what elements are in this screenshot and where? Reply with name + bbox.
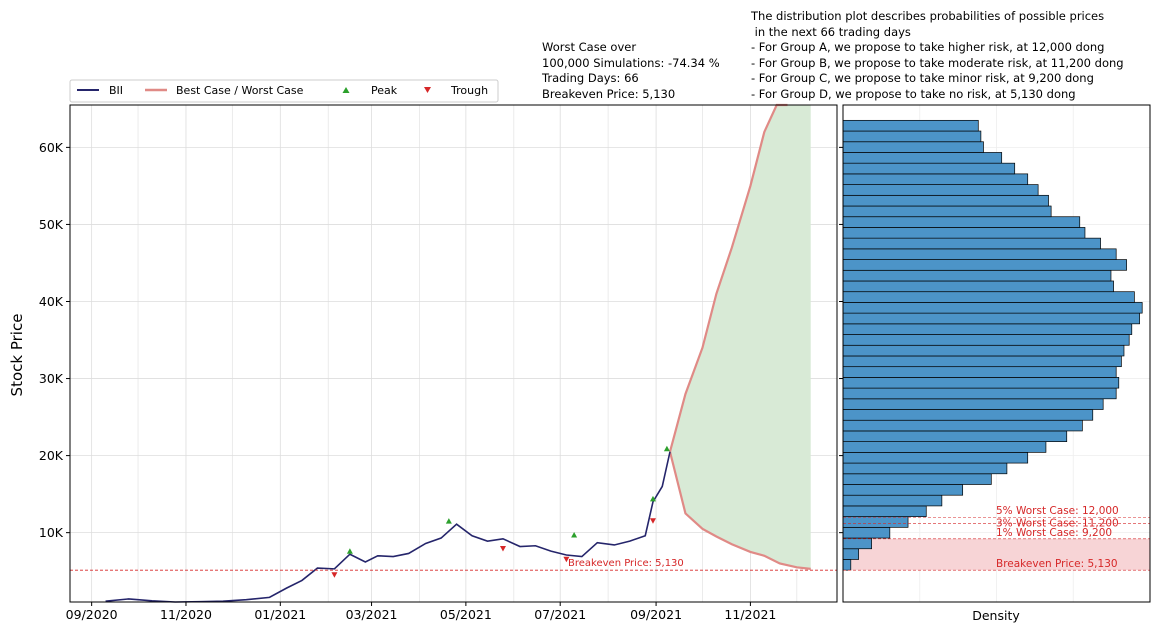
distribution-x-label: Density	[972, 608, 1020, 623]
threshold-label: Breakeven Price: 5,130	[996, 558, 1118, 570]
distribution-bar	[842, 548, 859, 560]
distribution-bar	[842, 387, 1117, 400]
trough-marker	[649, 518, 656, 524]
distribution-bars	[842, 119, 1143, 571]
x-tick-label: 09/2021	[630, 607, 682, 622]
distribution-bar	[842, 537, 872, 550]
y-axis-label: Stock Price	[8, 314, 26, 397]
distribution-bar	[842, 441, 1047, 453]
y-tick-label: 40K	[39, 294, 64, 309]
distribution-bar	[842, 130, 982, 143]
distribution-bar	[842, 430, 1068, 443]
distribution-bar	[842, 312, 1140, 325]
distribution-bar	[842, 377, 1120, 389]
distribution-bar	[842, 205, 1052, 218]
main-plot-frame	[69, 104, 838, 603]
worst-case-line	[668, 451, 811, 570]
distribution-bar	[842, 280, 1114, 293]
distribution-y-ticks	[839, 146, 843, 534]
y-tick-label: 10K	[39, 525, 64, 540]
distribution-bar	[842, 152, 1003, 164]
distribution-bar	[842, 366, 1117, 378]
peak-marker	[346, 548, 353, 554]
threshold-label: 5% Worst Case: 12,000	[996, 505, 1119, 517]
x-tick-label: 05/2021	[440, 607, 492, 622]
x-tick-label: 07/2021	[534, 607, 586, 622]
distribution-bar	[842, 462, 1008, 475]
peak-marker	[445, 518, 452, 524]
peak-trough-markers	[331, 445, 670, 578]
distribution-bar	[842, 162, 1016, 175]
x-tick-label: 09/2020	[66, 607, 118, 622]
distribution-bar	[842, 227, 1086, 239]
distribution-bar	[842, 409, 1094, 421]
legend: BII Best Case / Worst Case Peak Trough	[69, 79, 499, 103]
distribution-bar	[842, 419, 1083, 432]
distribution-bar	[842, 119, 979, 132]
trough-marker	[499, 546, 506, 552]
y-axis-ticks: 10K 20K 30K 40K 50K 60K	[39, 140, 70, 540]
distribution-bar	[842, 559, 852, 571]
distribution-bar	[842, 398, 1104, 410]
trough-marker	[331, 572, 338, 578]
legend-peak-marker	[342, 87, 350, 93]
x-tick-label: 11/2021	[724, 607, 776, 622]
distribution-bar	[842, 291, 1135, 303]
distribution-bar	[842, 269, 1112, 282]
distribution-bar	[842, 237, 1101, 250]
legend-peak-label: Peak	[371, 84, 398, 97]
simulation-range-fill	[669, 105, 811, 569]
peak-marker	[649, 495, 656, 502]
best-case-line	[668, 103, 788, 453]
distribution-bar	[842, 526, 891, 539]
threshold-label: 1% Worst Case: 9,200	[996, 527, 1112, 539]
distribution-bar	[842, 302, 1143, 314]
distribution-bar	[842, 173, 1029, 185]
distribution-bar	[842, 473, 992, 485]
distribution-bar	[842, 334, 1130, 346]
legend-box	[69, 79, 499, 103]
peak-marker	[571, 532, 578, 538]
y-tick-label: 50K	[39, 217, 64, 232]
distribution-bar	[842, 323, 1133, 335]
distribution-bar	[842, 344, 1125, 357]
distribution-bar	[842, 452, 1029, 464]
legend-bii-label: BII	[109, 84, 123, 97]
risk-band	[843, 538, 1150, 571]
x-tick-label: 11/2020	[160, 607, 212, 622]
x-tick-label: 01/2021	[254, 607, 306, 622]
legend-bounds-label: Best Case / Worst Case	[176, 84, 304, 97]
distribution-bar	[842, 141, 984, 153]
price-plot: Breakeven Price: 5,130 09/2020 11/2020 01/…	[8, 103, 838, 622]
distribution-bar	[842, 494, 943, 507]
best-worst-case-lines	[668, 103, 811, 570]
distribution-bar	[842, 248, 1117, 260]
distribution-bar	[842, 259, 1127, 271]
peak-marker	[663, 445, 670, 452]
distribution-bar	[842, 355, 1122, 368]
distribution-bar	[842, 184, 1039, 196]
distribution-bar	[842, 484, 964, 496]
legend-trough-label: Trough	[450, 84, 488, 97]
y-tick-label: 60K	[39, 140, 64, 155]
distribution-frame	[842, 104, 1151, 603]
distribution-bar	[842, 505, 927, 517]
distribution-bar	[842, 194, 1049, 207]
distribution-annotation: The distribution plot describes probabil…	[751, 9, 1124, 101]
worst-case-annotation: Worst Case over 100,000 Simulations: -74…	[542, 40, 720, 101]
y-tick-label: 30K	[39, 371, 64, 386]
trough-marker	[563, 556, 570, 563]
bii-price-line	[105, 451, 671, 603]
threshold-label: 3% Worst Case: 11,200	[996, 517, 1119, 529]
legend-trough-marker	[424, 87, 431, 93]
x-axis-ticks: 09/2020 11/2020 01/2021 03/2021 05/2021 07/20…	[66, 602, 776, 622]
y-tick-label: 20K	[39, 448, 64, 463]
x-tick-label: 03/2021	[346, 607, 398, 622]
breakeven-label: Breakeven Price: 5,130	[568, 558, 684, 569]
distribution-bar	[842, 516, 909, 528]
distribution-bar	[842, 216, 1081, 228]
